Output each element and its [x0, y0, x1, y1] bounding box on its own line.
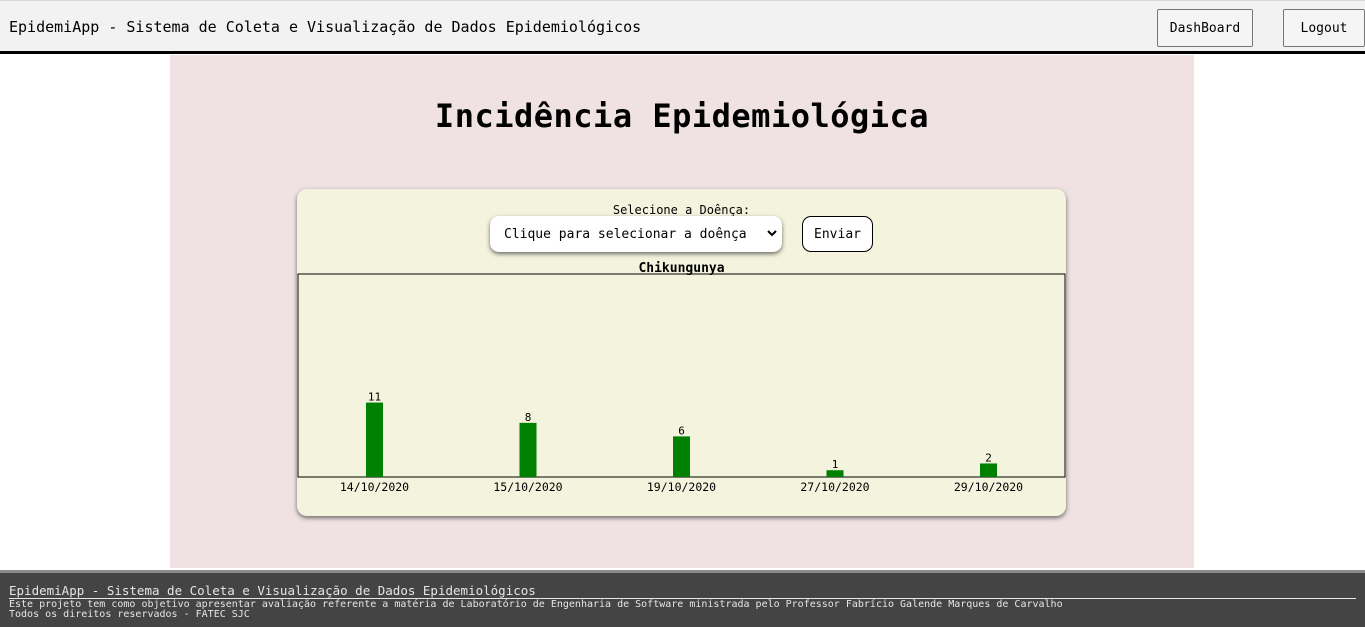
chart-tick-label: 27/10/2020 [800, 480, 869, 493]
chevron-down-icon [767, 230, 777, 237]
app-title: EpidemiApp - Sistema de Coleta e Visuali… [9, 18, 642, 36]
footer-rights: Todos os direitos reservados - FATEC SJC [9, 609, 250, 620]
chart-data-label: 2 [985, 451, 992, 464]
chart-tick-label: 19/10/2020 [647, 480, 716, 493]
chart-bar [980, 463, 997, 477]
logout-button[interactable]: Logout [1283, 9, 1365, 47]
chart-bar [366, 402, 383, 477]
chart-bar [826, 470, 844, 477]
chart-bar [519, 422, 537, 477]
send-button[interactable]: Enviar [802, 216, 873, 252]
chart-tick-label: 29/10/2020 [954, 480, 1023, 493]
disease-select-value: Clique para selecionar a doênça [504, 226, 747, 242]
bar-chart: 11 14/10/2020 8 15/10/2020 6 19/10/2020 1 27/10… [297, 273, 1066, 493]
footer: EpidemiApp - Sistema de Coleta e Visuali… [0, 570, 1365, 627]
top-navbar: EpidemiApp - Sistema de Coleta e Visuali… [0, 0, 1365, 54]
footer-divider [9, 598, 1356, 599]
chart-tick-label: 15/10/2020 [493, 480, 562, 493]
chart-data-label: 1 [832, 458, 839, 471]
chart-data-label: 11 [368, 391, 381, 404]
chart-card: Selecione a Doênça: Clique para selecion… [297, 189, 1066, 516]
chart-tick-label: 14/10/2020 [340, 480, 409, 493]
chart-data-label: 8 [525, 411, 532, 424]
select-disease-label: Selecione a Doênça: [612, 203, 751, 217]
footer-title: EpidemiApp - Sistema de Coleta e Visuali… [9, 583, 536, 598]
chart-data-label: 6 [678, 424, 685, 437]
disease-select[interactable]: Clique para selecionar a doênça [490, 216, 782, 252]
footer-description: Este projeto tem como objetivo apresenta… [9, 599, 1063, 610]
page-title: Incidência Epidemiológica [434, 97, 930, 135]
chart-bar [673, 436, 690, 477]
chart-title: Chikungunya [638, 261, 725, 276]
dashboard-button[interactable]: DashBoard [1157, 9, 1253, 47]
